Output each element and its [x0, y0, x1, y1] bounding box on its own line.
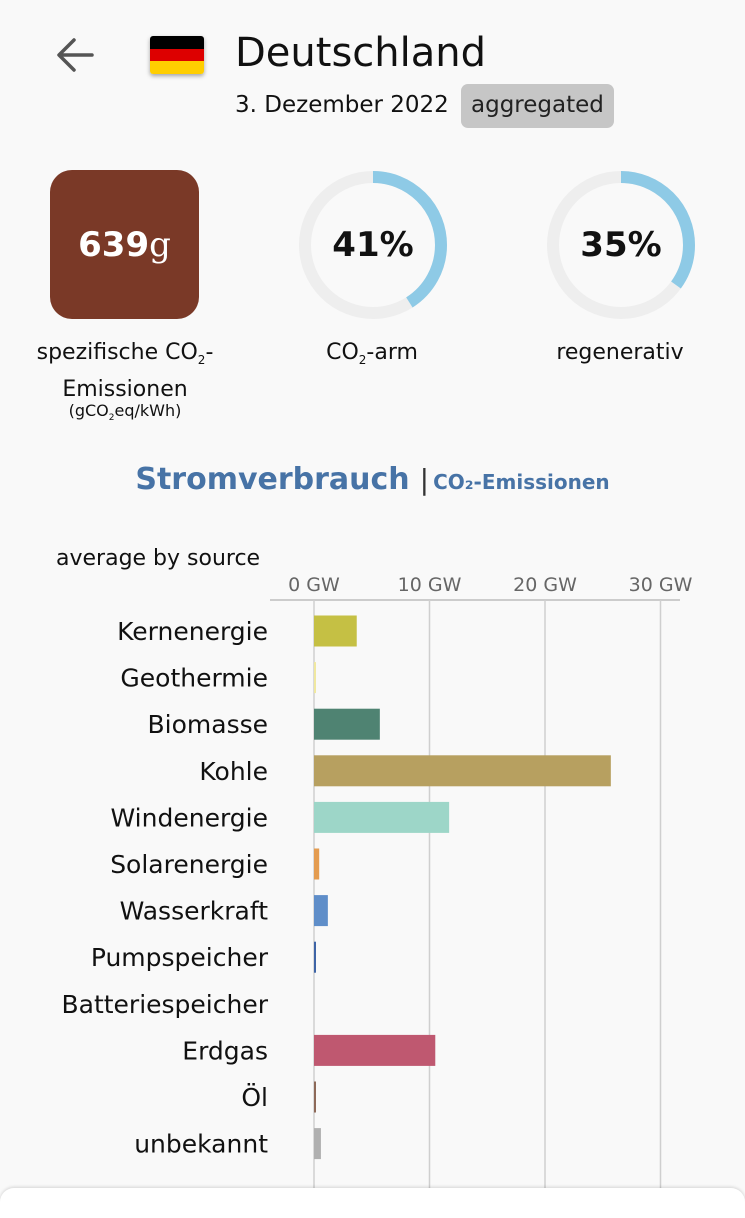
- back-arrow-icon[interactable]: [52, 32, 98, 78]
- bar-pumpspeicher: [314, 941, 316, 973]
- category-label: Öl: [241, 1083, 268, 1112]
- axis-tick-label: 0 GW: [288, 574, 340, 596]
- category-label: Solarenergie: [110, 850, 268, 879]
- axis-tick-label: 30 GW: [629, 574, 693, 596]
- germany-flag-icon: [150, 36, 204, 74]
- bar-geothermie: [314, 662, 316, 694]
- axis-tick-label: 20 GW: [513, 574, 577, 596]
- low-carbon-ring-fill: [299, 171, 447, 319]
- source-bar-chart: 0 GW 10 GW 20 GW 30 GW Kernenergie Geothermie…: [61, 574, 693, 1188]
- date-label: 3. Dezember 2022: [235, 92, 449, 118]
- category-label: Wasserkraft: [120, 897, 269, 926]
- category-label: unbekannt: [134, 1130, 268, 1159]
- bar-solarenergie: [314, 848, 320, 880]
- bottom-sheet-handle[interactable]: [0, 1188, 745, 1218]
- category-label: Erdgas: [182, 1036, 268, 1065]
- bar-windenergie: [314, 801, 450, 833]
- renewable-label: regenerativ: [556, 340, 684, 365]
- low-carbon-value: 41%: [332, 225, 414, 265]
- low-carbon-label: CO2-arm: [326, 340, 418, 367]
- axis-tick-label: 10 GW: [398, 574, 462, 596]
- renewable-ring-fill: [547, 171, 695, 319]
- category-label: Pumpspeicher: [91, 943, 269, 972]
- flag-stripe-black: [150, 36, 204, 49]
- bar-erdgas: [314, 1034, 436, 1066]
- chart-title: average by source: [56, 546, 261, 571]
- aggregated-badge[interactable]: aggregated: [461, 84, 614, 128]
- tab-separator: |: [419, 463, 430, 496]
- co2-intensity-box[interactable]: 639 g: [50, 170, 199, 319]
- co2-intensity-unit-label: (gCO2eq/kWh): [68, 401, 182, 423]
- view-tabs: Stromverbrauch | CO₂-Emissionen: [0, 462, 745, 497]
- low-carbon-ring[interactable]: [298, 170, 448, 320]
- category-label: Geothermie: [120, 664, 268, 693]
- page-title: Deutschland: [235, 30, 486, 76]
- bar-wasserkraft: [314, 895, 328, 927]
- co2-intensity-label-line1: spezifische CO2-: [36, 340, 214, 367]
- bar-unbekannt: [314, 1128, 321, 1160]
- co2-intensity-label-line2: Emissionen: [62, 377, 188, 402]
- co2-intensity-label: spezifische CO2- Emissionen: [0, 338, 250, 405]
- flag-stripe-red: [150, 48, 204, 62]
- category-label: Biomasse: [148, 710, 269, 739]
- renewable-ring[interactable]: [546, 170, 696, 320]
- bar-biomasse: [314, 708, 380, 740]
- category-label: Kohle: [199, 757, 268, 786]
- flag-stripe-gold: [150, 61, 204, 74]
- category-label: Windenergie: [111, 803, 268, 832]
- category-label: Kernenergie: [117, 617, 268, 646]
- tab-co2-emissionen[interactable]: CO₂-Emissionen: [433, 470, 610, 494]
- bar-kohle: [314, 755, 611, 787]
- bar-kernenergie: [314, 615, 357, 647]
- renewable-value: 35%: [580, 225, 662, 265]
- co2-intensity-unit: g: [149, 224, 171, 265]
- category-label: Batteriespeicher: [61, 990, 268, 1019]
- bar-öl: [314, 1081, 316, 1113]
- tab-stromverbrauch[interactable]: Stromverbrauch: [135, 462, 410, 497]
- co2-intensity-value: 639: [78, 224, 150, 265]
